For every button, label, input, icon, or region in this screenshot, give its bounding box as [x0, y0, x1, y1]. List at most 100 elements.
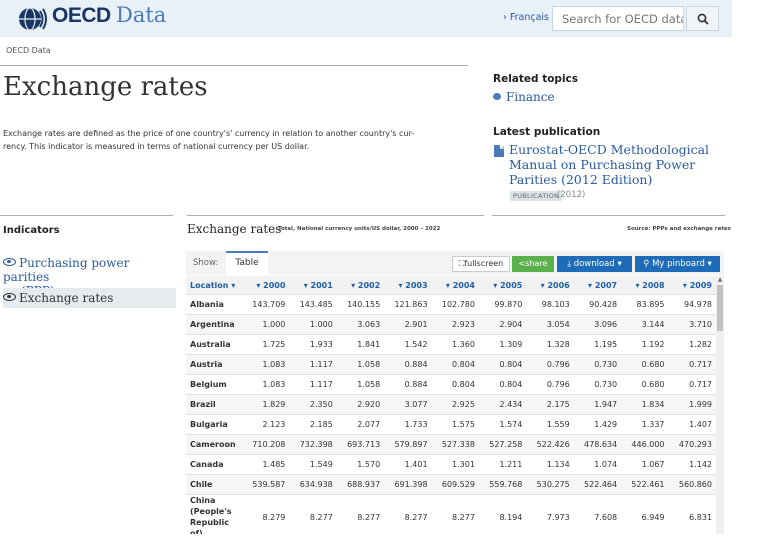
download-button[interactable]: ⤓ download ▾ [557, 256, 632, 272]
chart-source[interactable]: Source: PPPs and exchange rates [627, 226, 731, 232]
value-cell: 527.258 [478, 434, 527, 455]
value-cell: 1.301 [431, 454, 479, 475]
location-cell[interactable]: Belgium [186, 374, 242, 395]
value-cell: 1.000 [289, 314, 337, 335]
table-row: Belgium 1.083 1.117 1.058 0.884 0.804 0.804 0.7… [186, 374, 716, 395]
brand-suffix[interactable]: Data [116, 3, 167, 27]
publication-badge: PUBLICATION [510, 191, 563, 201]
value-cell: 1.360 [431, 334, 479, 355]
share-button[interactable]: <share [512, 256, 554, 272]
divider [0, 215, 173, 216]
location-cell[interactable]: Chile [186, 474, 242, 495]
value-cell: 1.192 [621, 334, 669, 355]
data-table-container: Location ▾ ▾ 2000 ▾ 2001 ▾ 2002 ▾ 2003 ▾ 2004… [186, 276, 724, 534]
value-cell: 1.733 [384, 414, 432, 435]
location-cell[interactable]: Albania [186, 294, 242, 315]
scrollbar-thumb[interactable] [717, 285, 723, 331]
location-cell[interactable]: Canada [186, 454, 242, 475]
value-cell: 579.897 [384, 434, 432, 455]
value-cell: 0.717 [668, 354, 716, 375]
value-cell: 1.074 [573, 454, 622, 475]
column-header-year[interactable]: ▾ 2003 [384, 276, 432, 295]
table-row: Chile 539.587 634.938 688.937 691.398 609.529… [186, 474, 716, 495]
location-cell[interactable]: Australia [186, 334, 242, 355]
value-cell: 1.834 [621, 394, 669, 415]
language-link[interactable]: › Français [503, 12, 549, 23]
value-cell: 446.000 [621, 434, 669, 455]
tab-table[interactable]: Table [226, 251, 268, 275]
oecd-globe-icon[interactable] [18, 5, 48, 33]
location-cell[interactable]: Argentina [186, 314, 242, 335]
column-header-year[interactable]: ▾ 2002 [336, 276, 385, 295]
table-scrollbar[interactable] [716, 276, 724, 534]
table-row: China (People's Republic of) 8.279 8.277 8.… [186, 494, 716, 534]
value-cell: 2.904 [478, 314, 527, 335]
related-topics-heading: Related topics [493, 73, 579, 85]
indicator-exchange-rates[interactable]: Exchange rates [3, 288, 176, 308]
value-cell: 2.185 [289, 414, 337, 435]
value-cell: 527.338 [431, 434, 479, 455]
value-cell: 539.587 [242, 474, 290, 495]
scroll-up-arrow-icon[interactable]: ▲ [717, 276, 723, 283]
value-cell: 1.337 [621, 414, 669, 435]
value-cell: 691.398 [384, 474, 432, 495]
pinboard-button[interactable]: ⚲ My pinboard ▾ [635, 256, 720, 272]
value-cell: 2.434 [478, 394, 527, 415]
breadcrumb[interactable]: OECD Data [6, 46, 51, 55]
value-cell: 8.279 [242, 494, 290, 534]
value-cell: 522.426 [526, 434, 574, 455]
value-cell: 2.901 [384, 314, 432, 335]
value-cell: 1.067 [621, 454, 669, 475]
value-cell: 7.973 [526, 494, 574, 534]
column-header-year[interactable]: ▾ 2000 [242, 276, 290, 295]
column-header-year[interactable]: ▾ 2005 [478, 276, 527, 295]
search-button[interactable] [686, 6, 719, 31]
value-cell: 1.542 [384, 334, 432, 355]
publication-title-link[interactable]: Eurostat-OECD Methodological Manual on P… [509, 142, 710, 187]
value-cell: 140.155 [336, 294, 385, 315]
location-cell[interactable]: Austria [186, 354, 242, 375]
value-cell: 1.570 [336, 454, 385, 475]
column-header-year[interactable]: ▾ 2009 [668, 276, 716, 295]
brand-logo[interactable]: OECD [52, 4, 111, 27]
search-input[interactable] [552, 6, 684, 31]
value-cell: 2.077 [336, 414, 385, 435]
location-cell[interactable]: Brazil [186, 394, 242, 415]
caret-down-icon: ▾ [704, 259, 712, 269]
value-cell: 1.725 [242, 334, 290, 355]
column-header-location[interactable]: Location ▾ [186, 276, 242, 295]
value-cell: 0.730 [573, 374, 622, 395]
value-cell: 8.277 [431, 494, 479, 534]
value-cell: 0.804 [431, 374, 479, 395]
value-cell: 1.933 [289, 334, 337, 355]
value-cell: 1.947 [573, 394, 622, 415]
value-cell: 478.634 [573, 434, 622, 455]
value-cell: 3.710 [668, 314, 716, 335]
location-cell[interactable]: China (People's Republic of) [186, 494, 242, 534]
fullscreen-button[interactable]: ⛶fullscreen [452, 256, 510, 272]
column-header-year[interactable]: ▾ 2001 [289, 276, 337, 295]
column-header-year[interactable]: ▾ 2006 [526, 276, 574, 295]
value-cell: 0.884 [384, 374, 432, 395]
column-header-year[interactable]: ▾ 2008 [621, 276, 669, 295]
value-cell: 609.529 [431, 474, 479, 495]
value-cell: 1.575 [431, 414, 479, 435]
exchange-rates-table: Location ▾ ▾ 2000 ▾ 2001 ▾ 2002 ▾ 2003 ▾ 2004… [186, 276, 716, 534]
location-cell[interactable]: Bulgaria [186, 414, 242, 435]
value-cell: 121.863 [384, 294, 432, 315]
expand-icon: ⛶ [458, 259, 465, 268]
related-topic-finance[interactable]: Finance [493, 90, 555, 104]
value-cell: 8.277 [336, 494, 385, 534]
location-cell[interactable]: Cameroon [186, 434, 242, 455]
value-cell: 2.923 [431, 314, 479, 335]
value-cell: 1.195 [573, 334, 622, 355]
value-cell: 470.293 [668, 434, 716, 455]
divider [0, 65, 468, 66]
column-header-year[interactable]: ▾ 2007 [573, 276, 622, 295]
value-cell: 0.884 [384, 354, 432, 375]
value-cell: 1.559 [526, 414, 574, 435]
table-row: Austria 1.083 1.117 1.058 0.884 0.804 0.804 0.7… [186, 354, 716, 375]
chart-subtitle: Total, National currency units/US dollar… [278, 226, 441, 232]
column-header-year[interactable]: ▾ 2004 [431, 276, 479, 295]
value-cell: 1.083 [242, 354, 290, 375]
